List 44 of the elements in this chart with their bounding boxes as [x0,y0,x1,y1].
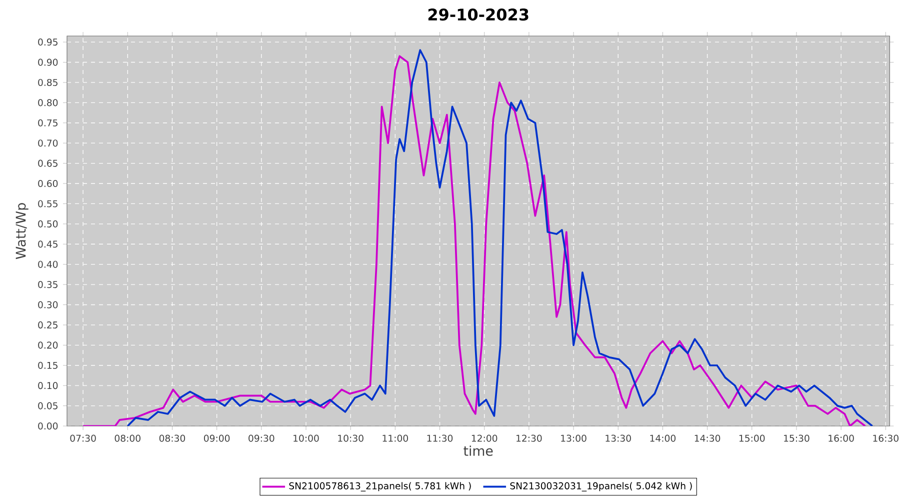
x-tick-label: 11:00 [382,434,408,442]
x-tick-label: 12:00 [472,434,498,442]
y-tick-label: 0.55 [38,200,58,208]
y-tick-label: 0.30 [38,301,58,308]
y-tick-label: 0.00 [38,422,58,430]
y-axis-title: Watt/Wp [16,203,28,260]
x-tick-label: 15:00 [739,434,765,442]
x-tick-label: 10:00 [294,434,319,442]
legend-label: SN2130032031_19panels( 5.042 kWh ) [510,482,692,492]
y-tick-label: 0.20 [38,342,58,349]
y-tick-label: 0.80 [38,99,58,106]
y-tick-label: 0.05 [38,402,58,410]
y-tick-label: 0.85 [38,78,58,86]
x-tick-label: 07:30 [70,434,96,442]
x-tick-label: 13:30 [606,434,631,442]
x-tick-label: 13:00 [561,434,586,442]
x-tick-label: 16:30 [873,434,898,442]
y-tick-label: 0.25 [38,321,58,328]
y-tick-label: 0.60 [38,180,58,188]
y-tick-label: 0.50 [38,220,58,228]
x-tick-label: 11:30 [427,434,453,442]
x-tick-label: 15:30 [784,434,810,442]
x-tick-label: 14:30 [694,434,720,442]
y-tick-label: 0.95 [38,38,58,46]
y-tick-label: 0.75 [38,119,58,126]
legend-label: SN2100578613_21panels( 5.781 kWh ) [289,482,471,492]
x-tick-label: 14:00 [650,434,676,442]
y-tick-label: 0.35 [38,281,58,288]
x-tick-label: 08:30 [159,434,186,442]
y-tick-label: 0.10 [38,382,58,390]
y-tick-label: 0.65 [38,160,58,167]
x-tick-label: 08:00 [114,434,140,442]
chart-title: 29-10-2023 [428,8,528,21]
y-tick-label: 0.70 [38,140,58,147]
y-tick-label: 0.40 [38,260,58,268]
y-tick-label: 0.45 [38,240,58,248]
x-tick-label: 10:30 [338,434,364,442]
x-tick-label: 12:30 [516,434,542,442]
x-tick-label: 09:00 [204,434,230,442]
y-tick-label: 0.15 [38,362,58,369]
x-tick-label: 09:30 [248,434,274,442]
y-tick-label: 0.90 [38,58,58,66]
x-axis-title: time [464,446,493,456]
x-tick-label: 16:00 [828,434,854,442]
